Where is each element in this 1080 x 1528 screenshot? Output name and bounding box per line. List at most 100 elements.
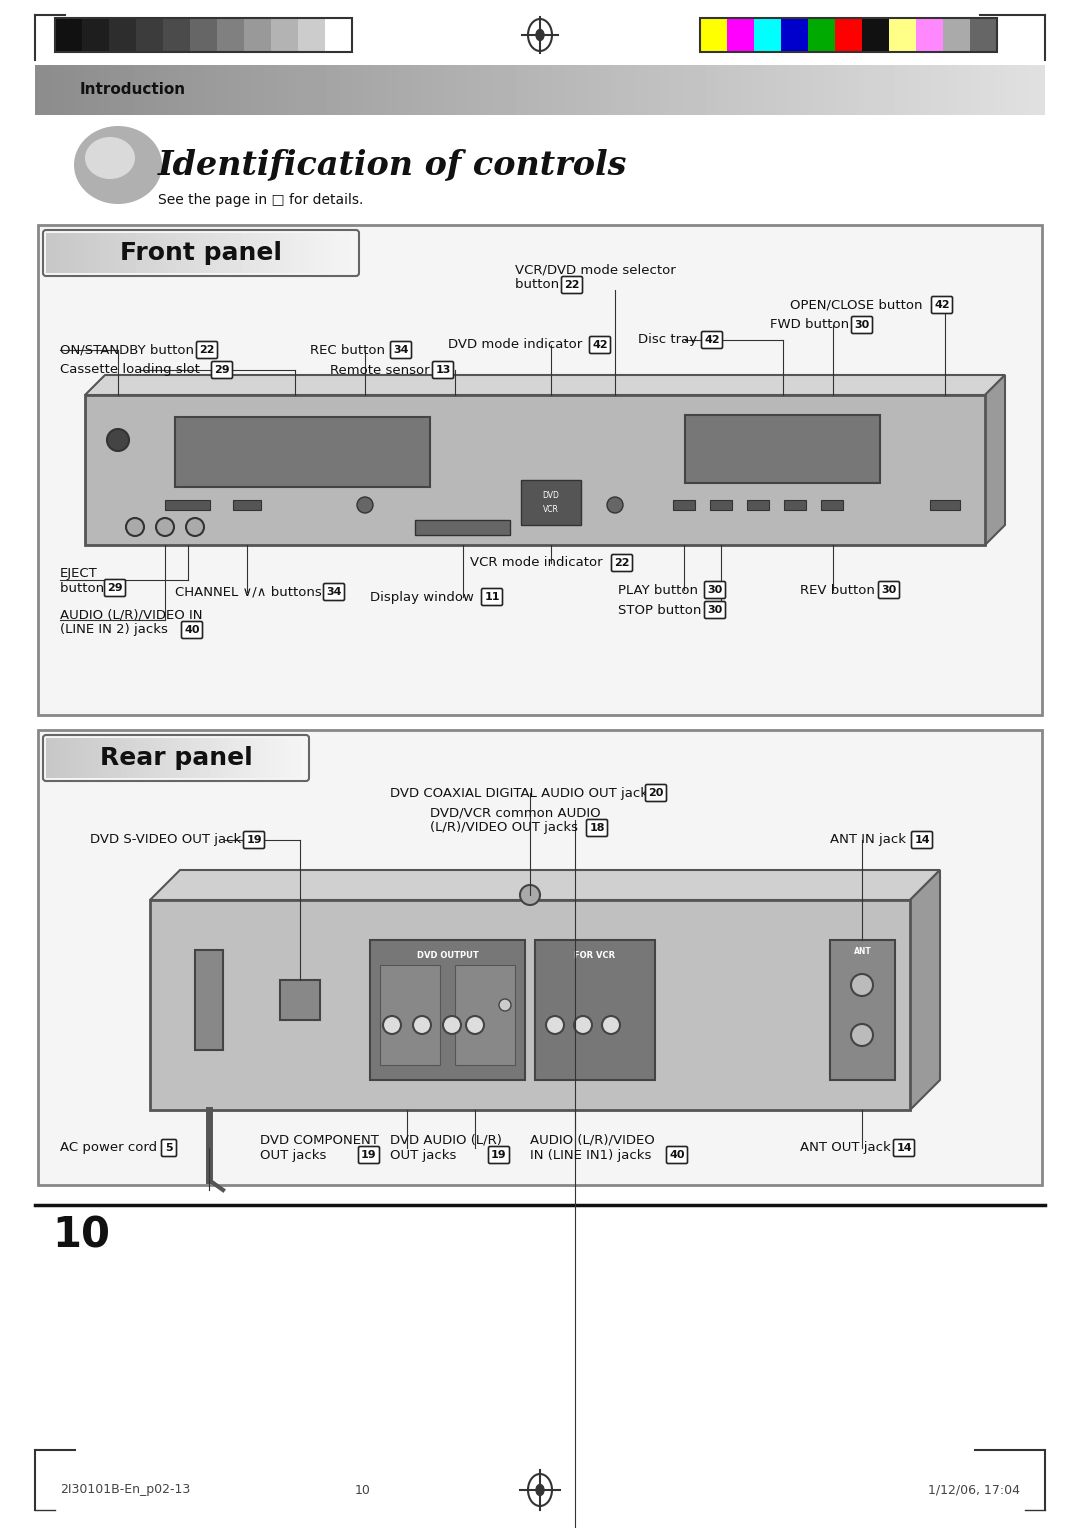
Text: Disc tray: Disc tray <box>638 333 701 347</box>
Text: AUDIO (L/R)/VIDEO IN: AUDIO (L/R)/VIDEO IN <box>60 608 203 622</box>
Bar <box>727 18 754 52</box>
FancyBboxPatch shape <box>482 588 502 605</box>
Text: button: button <box>515 278 564 292</box>
FancyBboxPatch shape <box>586 819 607 836</box>
Bar <box>195 950 222 1050</box>
Text: 1/12/06, 17:04: 1/12/06, 17:04 <box>928 1484 1020 1496</box>
Text: 10: 10 <box>52 1215 110 1256</box>
Bar <box>685 416 880 483</box>
Text: 30: 30 <box>854 319 869 330</box>
Ellipse shape <box>107 429 129 451</box>
FancyBboxPatch shape <box>359 1146 379 1163</box>
FancyBboxPatch shape <box>197 341 217 359</box>
Ellipse shape <box>85 138 135 179</box>
FancyBboxPatch shape <box>212 362 232 379</box>
Ellipse shape <box>413 1016 431 1034</box>
Text: 19: 19 <box>246 834 261 845</box>
Text: 30: 30 <box>881 585 896 594</box>
Ellipse shape <box>357 497 373 513</box>
Ellipse shape <box>573 1016 592 1034</box>
Text: Front panel: Front panel <box>120 241 282 264</box>
Text: button: button <box>60 582 108 594</box>
Text: OUT jacks: OUT jacks <box>390 1149 461 1161</box>
FancyBboxPatch shape <box>562 277 582 293</box>
Text: 40: 40 <box>185 625 200 636</box>
Text: IN (LINE IN1) jacks: IN (LINE IN1) jacks <box>530 1149 656 1161</box>
FancyBboxPatch shape <box>851 316 873 333</box>
Text: Display window: Display window <box>370 590 478 604</box>
Bar <box>85 396 985 545</box>
FancyBboxPatch shape <box>162 1140 176 1157</box>
Bar <box>700 18 727 52</box>
Bar <box>244 18 271 52</box>
Bar <box>831 940 895 1080</box>
Text: (LINE IN 2) jacks: (LINE IN 2) jacks <box>60 623 172 637</box>
FancyBboxPatch shape <box>912 831 932 848</box>
Bar <box>862 18 889 52</box>
Text: 5: 5 <box>165 1143 173 1154</box>
Ellipse shape <box>443 1016 461 1034</box>
Text: DVD/VCR common AUDIO: DVD/VCR common AUDIO <box>430 807 600 819</box>
Polygon shape <box>150 869 940 900</box>
Text: DVD: DVD <box>542 490 559 500</box>
Polygon shape <box>910 869 940 1109</box>
Bar <box>217 18 244 52</box>
Text: STOP button: STOP button <box>618 604 705 616</box>
Text: 19: 19 <box>491 1151 507 1160</box>
Bar <box>835 18 862 52</box>
Ellipse shape <box>383 1016 401 1034</box>
Text: See the page in □ for details.: See the page in □ for details. <box>158 193 363 206</box>
Text: VCR mode indicator: VCR mode indicator <box>470 556 607 570</box>
FancyBboxPatch shape <box>432 362 454 379</box>
Text: AUDIO (L/R)/VIDEO: AUDIO (L/R)/VIDEO <box>530 1134 654 1146</box>
Ellipse shape <box>519 885 540 905</box>
Bar <box>673 500 696 510</box>
Text: PLAY button: PLAY button <box>618 584 702 596</box>
Text: 34: 34 <box>393 345 408 354</box>
Ellipse shape <box>126 518 144 536</box>
Bar <box>109 18 136 52</box>
Bar <box>55 18 352 52</box>
Text: ANT IN jack: ANT IN jack <box>831 833 910 847</box>
Bar <box>808 18 835 52</box>
Bar <box>55 18 82 52</box>
Ellipse shape <box>75 125 162 205</box>
Text: Rear panel: Rear panel <box>99 746 253 770</box>
Text: Cassette loading slot: Cassette loading slot <box>60 364 204 376</box>
FancyBboxPatch shape <box>878 582 900 599</box>
Text: Remote sensor: Remote sensor <box>330 364 434 376</box>
Text: 42: 42 <box>592 341 608 350</box>
FancyBboxPatch shape <box>324 584 345 601</box>
Bar <box>710 500 732 510</box>
Bar <box>163 18 190 52</box>
Text: REC button: REC button <box>310 344 389 356</box>
FancyBboxPatch shape <box>666 1146 688 1163</box>
Bar <box>370 940 525 1080</box>
Bar <box>521 480 581 526</box>
Bar <box>380 966 440 1065</box>
FancyBboxPatch shape <box>181 622 203 639</box>
Text: Identification of controls: Identification of controls <box>158 148 627 182</box>
Text: 34: 34 <box>326 587 341 597</box>
Text: 42: 42 <box>704 335 719 345</box>
Bar <box>165 500 210 510</box>
Text: ANT OUT jack: ANT OUT jack <box>800 1141 895 1155</box>
Bar <box>781 18 808 52</box>
FancyBboxPatch shape <box>646 784 666 802</box>
Bar <box>700 18 997 52</box>
Ellipse shape <box>546 1016 564 1034</box>
Text: OPEN/CLOSE button: OPEN/CLOSE button <box>789 298 927 312</box>
Text: 2I30101B-En_p02-13: 2I30101B-En_p02-13 <box>60 1484 190 1496</box>
Bar <box>38 730 1042 1186</box>
Ellipse shape <box>536 1485 544 1496</box>
Text: 20: 20 <box>648 788 664 798</box>
Bar <box>916 18 943 52</box>
FancyBboxPatch shape <box>488 1146 510 1163</box>
Text: 22: 22 <box>564 280 580 290</box>
Ellipse shape <box>602 1016 620 1034</box>
Ellipse shape <box>156 518 174 536</box>
Text: DVD AUDIO (L/R): DVD AUDIO (L/R) <box>390 1134 502 1146</box>
Polygon shape <box>85 374 1005 396</box>
Bar <box>150 900 910 1109</box>
Bar <box>821 500 843 510</box>
